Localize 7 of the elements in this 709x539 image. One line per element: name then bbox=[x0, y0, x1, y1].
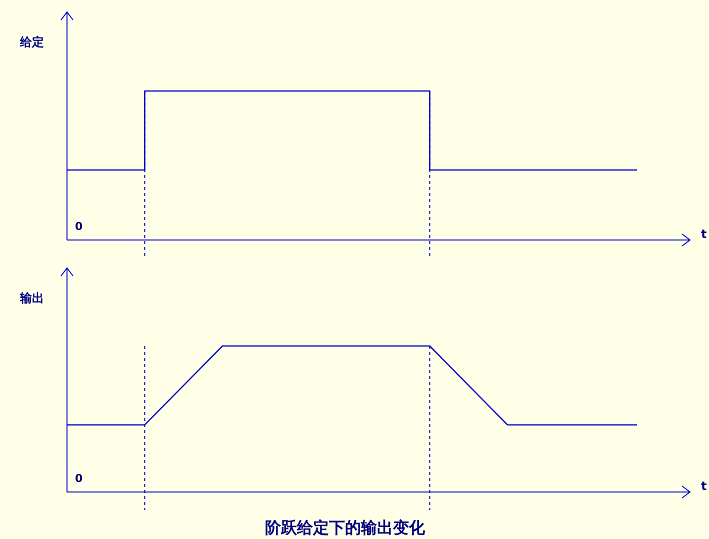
y-axis-title: 给定 bbox=[19, 35, 44, 49]
x-axis-title: t bbox=[701, 479, 707, 493]
annotation: 0 bbox=[75, 472, 83, 485]
x-axis-title: t bbox=[701, 227, 707, 241]
text: 阶跃给定下的输出变化 bbox=[265, 518, 426, 537]
y-axis-title: 输出 bbox=[19, 291, 44, 305]
annotation: 0 bbox=[75, 220, 83, 233]
